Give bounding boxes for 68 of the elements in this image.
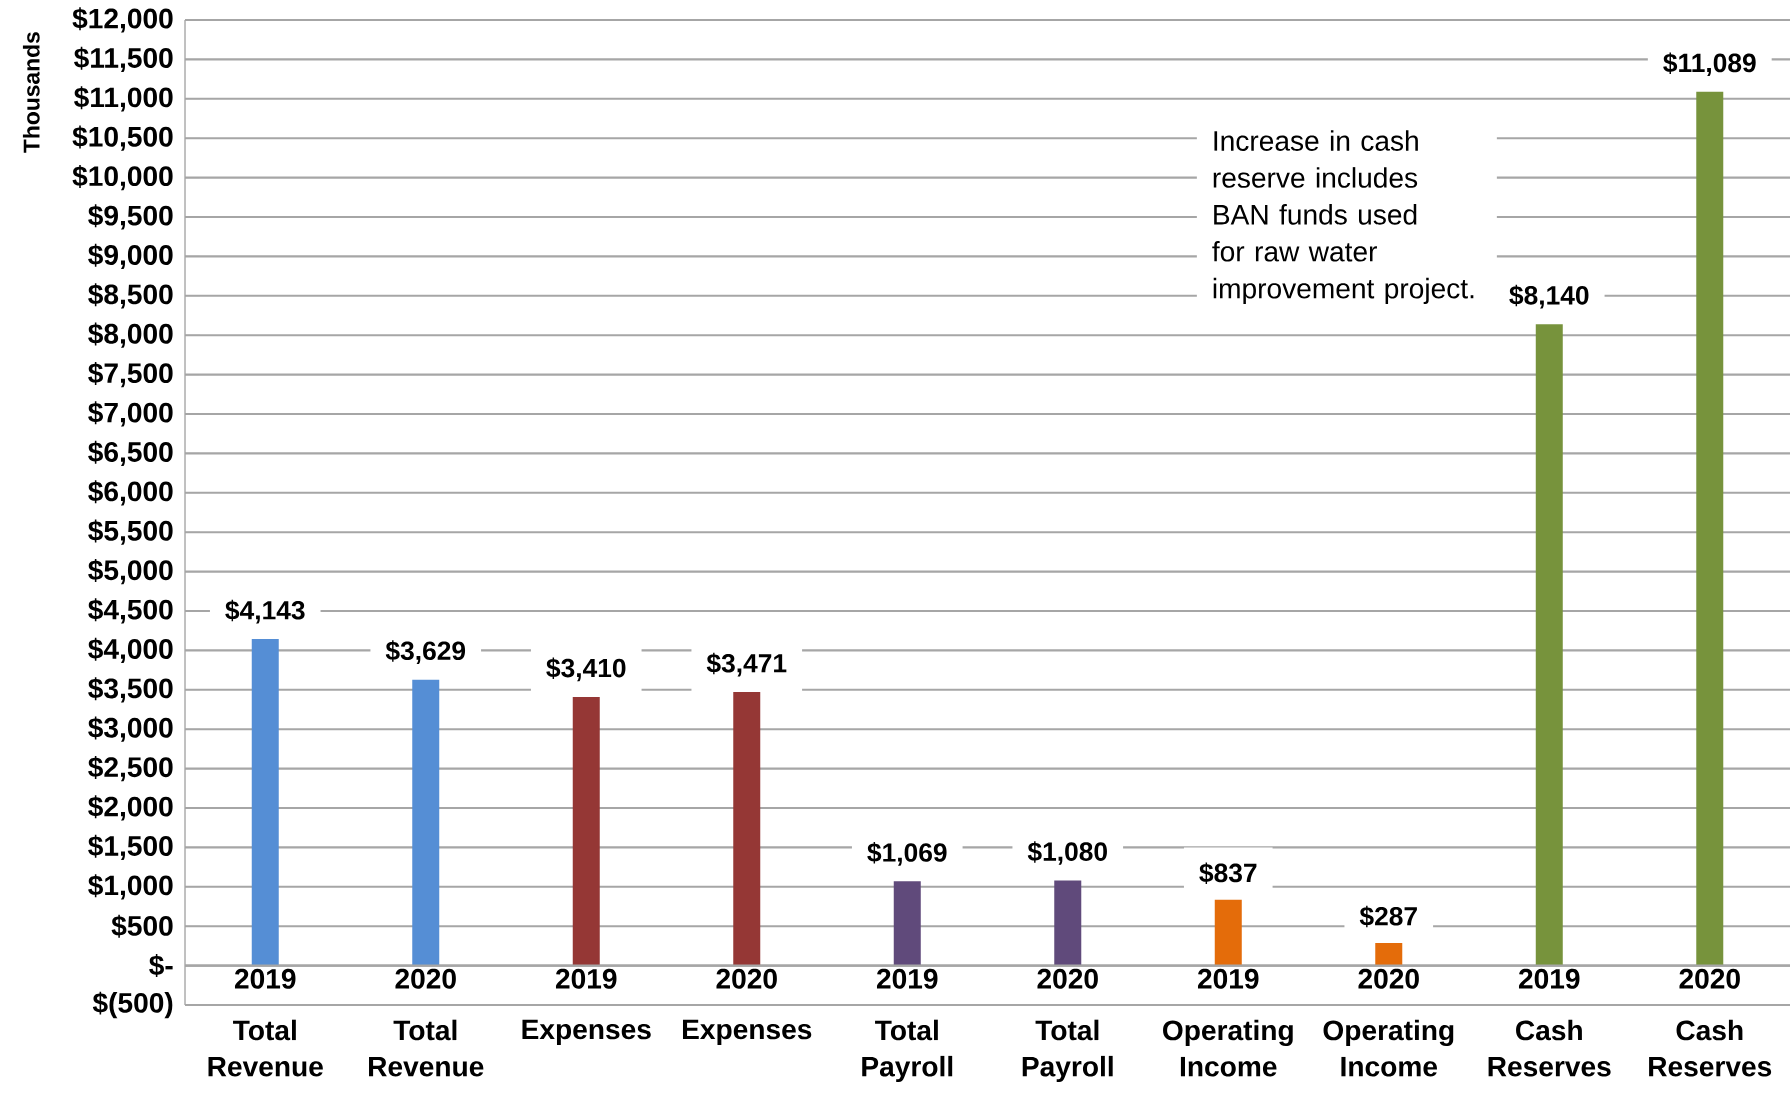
y-tick-label: $2,000 xyxy=(88,795,173,821)
y-tick-label: $9,500 xyxy=(88,204,173,230)
y-tick-label: $1,000 xyxy=(88,874,173,900)
y-tick-label: $9,000 xyxy=(88,243,173,269)
y-tick-label: $500 xyxy=(111,914,173,938)
x-tick-label: 2019 xyxy=(555,968,617,989)
bar xyxy=(893,881,921,966)
text: Operating Income xyxy=(1163,1019,1293,1077)
text: Cash Reserves xyxy=(1488,1019,1611,1077)
x-tick-label: 2020 xyxy=(1358,968,1419,989)
y-tick-label: $1,500 xyxy=(88,834,173,861)
y-tick-label: $8,000 xyxy=(88,322,173,348)
text: Operating Income xyxy=(1323,1019,1454,1077)
bar xyxy=(251,639,279,966)
y-tick-label: $6,000 xyxy=(88,480,173,506)
data-label: $287 xyxy=(1359,905,1417,928)
y-tick-label: $3,500 xyxy=(88,677,173,703)
text: Expenses xyxy=(682,1019,812,1045)
bar xyxy=(1054,880,1082,966)
y-tick-label: $12,000 xyxy=(72,7,173,33)
data-label: $837 xyxy=(1199,862,1257,884)
data-label: $3,471 xyxy=(706,652,787,677)
y-tick-label: $2,500 xyxy=(88,755,173,782)
x-tick-label: 2019 xyxy=(876,968,938,989)
y-tick-label: $(500) xyxy=(92,991,173,1019)
bar xyxy=(1535,324,1563,966)
text: Total Payroll xyxy=(1022,1019,1113,1083)
y-tick-label: $7,500 xyxy=(88,361,173,388)
y-tick-label: $- xyxy=(149,954,173,978)
data-label: $1,080 xyxy=(1027,841,1107,865)
x-tick-label: 2020 xyxy=(716,968,777,989)
text: Total Revenue xyxy=(369,1019,484,1077)
bar xyxy=(733,692,761,966)
y-tick-label: $10,000 xyxy=(72,164,173,191)
x-tick-label: 2019 xyxy=(234,968,296,989)
y-tick-label: $5,500 xyxy=(88,519,173,545)
y-axis-title: Thousands xyxy=(22,32,40,153)
data-label: $3,410 xyxy=(546,657,626,682)
text: Total Payroll xyxy=(862,1019,953,1083)
y-tick-label: $10,500 xyxy=(72,125,173,151)
y-tick-label: $6,500 xyxy=(88,440,173,467)
bar xyxy=(1696,91,1724,966)
data-label: $8,140 xyxy=(1509,284,1589,309)
x-tick-label: 2020 xyxy=(395,968,456,989)
data-label: $3,629 xyxy=(385,640,466,664)
bar xyxy=(412,679,440,966)
data-label: $4,143 xyxy=(225,599,305,624)
y-tick-label: $4,000 xyxy=(88,637,173,664)
y-tick-label: $11,500 xyxy=(74,46,173,72)
bar xyxy=(1375,942,1403,966)
x-tick-label: 2020 xyxy=(1037,968,1098,989)
bar xyxy=(572,696,600,966)
y-tick-label: $4,500 xyxy=(88,598,173,624)
y-tick-label: $11,000 xyxy=(74,86,173,112)
text: Cash Reserves xyxy=(1649,1019,1772,1077)
text: Expenses xyxy=(522,1019,651,1045)
annotation: Increase in cash reserve includes BAN funds used for raw water improvement project. xyxy=(1212,130,1474,305)
y-tick-label: $5,000 xyxy=(88,558,173,585)
x-tick-label: 2019 xyxy=(1197,968,1259,989)
y-tick-label: $7,000 xyxy=(88,401,173,427)
x-tick-label: 2020 xyxy=(1679,968,1740,989)
data-label: $1,069 xyxy=(867,842,947,866)
data-label: $11,089 xyxy=(1663,52,1756,77)
y-tick-label: $8,500 xyxy=(88,283,173,309)
y-tick-label: $3,000 xyxy=(88,716,173,742)
x-tick-label: 2019 xyxy=(1518,968,1580,989)
text: Total Revenue xyxy=(208,1019,323,1077)
bar xyxy=(1214,899,1242,966)
